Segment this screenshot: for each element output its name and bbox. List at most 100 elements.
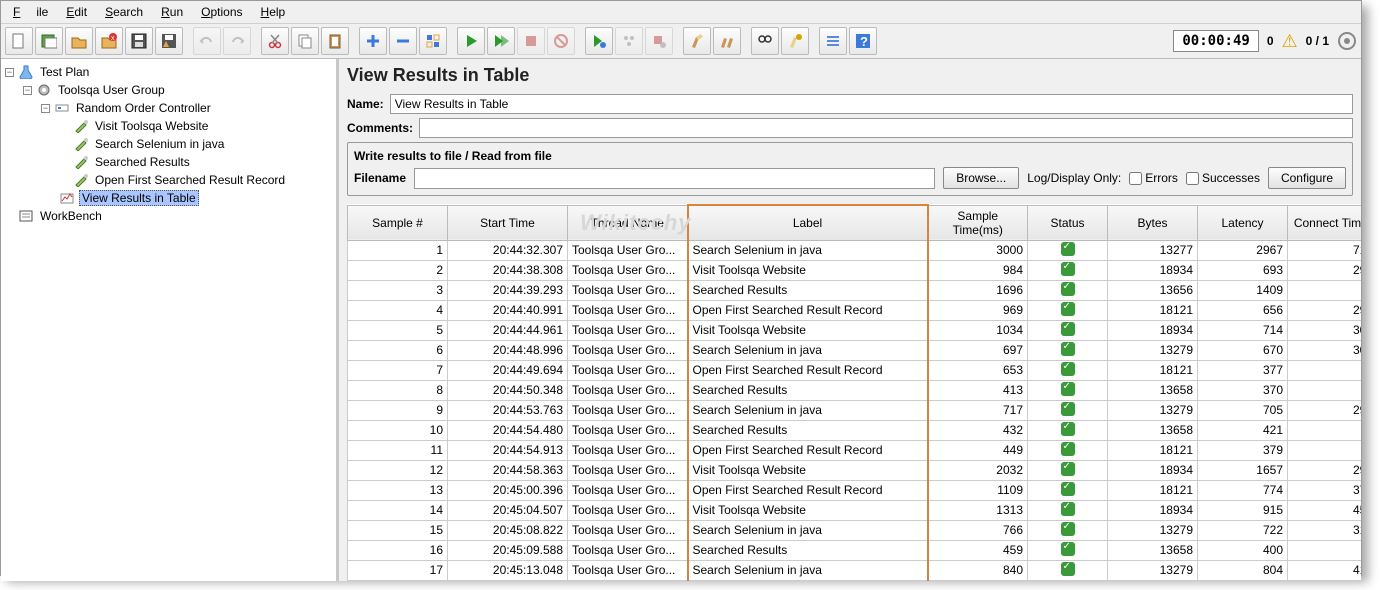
results-table[interactable]: Sample #Start TimeThread NameLabelSample… xyxy=(347,204,1361,581)
remote-stop-icon[interactable] xyxy=(645,27,673,55)
table-cell: Searched Results xyxy=(688,580,928,581)
table-row[interactable]: 520:44:44.961Toolsqa User Gro...Visit To… xyxy=(348,320,1362,340)
table-row[interactable]: 1820:45:13.889Toolsqa User Gro...Searche… xyxy=(348,580,1362,581)
column-header[interactable]: Sample # xyxy=(348,205,448,240)
stop-icon[interactable] xyxy=(517,27,545,55)
clear-icon[interactable] xyxy=(683,27,711,55)
table-row[interactable]: 1220:44:58.363Toolsqa User Gro...Visit T… xyxy=(348,460,1362,480)
table-cell: 13279 xyxy=(1108,400,1198,420)
expand-icon[interactable] xyxy=(359,27,387,55)
table-cell: 13279 xyxy=(1108,520,1198,540)
tree-controller[interactable]: − Random Order Controller xyxy=(3,99,334,117)
status-success-icon xyxy=(1061,282,1075,296)
clear-all-icon[interactable] xyxy=(713,27,741,55)
reset-search-icon[interactable] xyxy=(781,27,809,55)
start-icon[interactable] xyxy=(457,27,485,55)
collapse-icon[interactable] xyxy=(389,27,417,55)
table-cell xyxy=(1028,340,1108,360)
menu-run[interactable]: Run xyxy=(153,3,191,21)
table-row[interactable]: 820:44:50.348Toolsqa User Gro...Searched… xyxy=(348,380,1362,400)
new-icon[interactable] xyxy=(5,27,33,55)
column-header[interactable]: Sample Time(ms) xyxy=(928,205,1028,240)
menu-search[interactable]: Search xyxy=(97,3,151,21)
table-row[interactable]: 1420:45:04.507Toolsqa User Gro...Visit T… xyxy=(348,500,1362,520)
table-cell: 452 xyxy=(1288,500,1362,520)
column-header[interactable]: Bytes xyxy=(1108,205,1198,240)
redo-icon[interactable] xyxy=(223,27,251,55)
tree-test-plan[interactable]: − Test Plan xyxy=(3,63,334,81)
shutdown-icon[interactable] xyxy=(547,27,575,55)
copy-icon[interactable] xyxy=(291,27,319,55)
table-cell: 13658 xyxy=(1108,420,1198,440)
table-row[interactable]: 220:44:38.308Toolsqa User Gro...Visit To… xyxy=(348,260,1362,280)
table-cell: Open First Searched Result Record xyxy=(688,360,928,380)
configure-button[interactable]: Configure xyxy=(1268,167,1346,189)
menu-file[interactable]: File xyxy=(5,3,56,21)
tree-workbench[interactable]: WorkBench xyxy=(3,207,334,225)
templates-icon[interactable] xyxy=(35,27,63,55)
table-row[interactable]: 720:44:49.694Toolsqa User Gro...Open Fir… xyxy=(348,360,1362,380)
table-cell: Toolsqa User Gro... xyxy=(568,540,688,560)
search-tb-icon[interactable] xyxy=(751,27,779,55)
remote-start-all-icon[interactable] xyxy=(615,27,643,55)
table-row[interactable]: 1720:45:13.048Toolsqa User Gro...Search … xyxy=(348,560,1362,580)
successes-checkbox[interactable]: Successes xyxy=(1186,171,1260,185)
open-icon[interactable] xyxy=(65,27,93,55)
name-input[interactable] xyxy=(390,94,1353,114)
tree-listener-selected[interactable]: View Results in Table xyxy=(3,189,334,207)
help-icon[interactable]: ? xyxy=(849,27,877,55)
browse-button[interactable]: Browse... xyxy=(943,167,1019,189)
tree-sampler[interactable]: Search Selenium in java xyxy=(3,135,334,153)
errors-checkbox[interactable]: Errors xyxy=(1129,171,1178,185)
table-row[interactable]: 1520:45:08.822Toolsqa User Gro...Search … xyxy=(348,520,1362,540)
column-header[interactable]: Latency xyxy=(1198,205,1288,240)
table-cell xyxy=(1028,520,1108,540)
toggle-icon[interactable] xyxy=(419,27,447,55)
table-row[interactable]: 420:44:40.991Toolsqa User Gro...Open Fir… xyxy=(348,300,1362,320)
table-row[interactable]: 120:44:32.307Toolsqa User Gro...Search S… xyxy=(348,240,1362,260)
warning-icon[interactable]: ⚠ xyxy=(1282,31,1298,52)
table-cell: 0 xyxy=(1288,280,1362,300)
table-cell: 294 xyxy=(1288,460,1362,480)
table-cell: 13656 xyxy=(1108,280,1198,300)
table-cell: 1657 xyxy=(1198,460,1288,480)
checkbox-label: Successes xyxy=(1202,171,1260,185)
column-header[interactable]: Start Time xyxy=(448,205,568,240)
table-cell: 0 xyxy=(1288,380,1362,400)
tree-sampler[interactable]: Visit Toolsqa Website xyxy=(3,117,334,135)
cut-icon[interactable] xyxy=(261,27,289,55)
name-label: Name: xyxy=(347,97,384,111)
table-cell: 984 xyxy=(928,260,1028,280)
table-row[interactable]: 1120:44:54.913Toolsqa User Gro...Open Fi… xyxy=(348,440,1362,460)
column-header[interactable]: Thread Name xyxy=(568,205,688,240)
save-as-icon[interactable] xyxy=(155,27,183,55)
table-row[interactable]: 920:44:53.763Toolsqa User Gro...Search S… xyxy=(348,400,1362,420)
comments-input[interactable] xyxy=(419,118,1353,138)
test-tree[interactable]: − Test Plan − Toolsqa User Group − Rando… xyxy=(1,59,339,581)
tree-sampler[interactable]: Open First Searched Result Record xyxy=(3,171,334,189)
menu-options[interactable]: Options xyxy=(193,3,250,21)
table-row[interactable]: 320:44:39.293Toolsqa User Gro...Searched… xyxy=(348,280,1362,300)
start-remote-icon[interactable] xyxy=(585,27,613,55)
column-header[interactable]: Connect Tim... xyxy=(1288,205,1362,240)
paste-icon[interactable] xyxy=(321,27,349,55)
table-row[interactable]: 1620:45:09.588Toolsqa User Gro...Searche… xyxy=(348,540,1362,560)
menu-edit[interactable]: Edit xyxy=(58,3,95,21)
save-icon[interactable] xyxy=(125,27,153,55)
table-row[interactable]: 1320:45:00.396Toolsqa User Gro...Open Fi… xyxy=(348,480,1362,500)
filename-input[interactable] xyxy=(414,168,935,189)
tree-label: Open First Searched Result Record xyxy=(93,173,287,187)
tree-thread-group[interactable]: − Toolsqa User Group xyxy=(3,81,334,99)
column-header[interactable]: Label xyxy=(688,205,928,240)
tree-sampler[interactable]: Searched Results xyxy=(3,153,334,171)
table-row[interactable]: 620:44:48.996Toolsqa User Gro...Search S… xyxy=(348,340,1362,360)
close-icon[interactable]: x xyxy=(95,27,123,55)
column-header[interactable]: Status xyxy=(1028,205,1108,240)
table-row[interactable]: 1020:44:54.480Toolsqa User Gro...Searche… xyxy=(348,420,1362,440)
table-cell: 305 xyxy=(1288,320,1362,340)
start-no-pause-icon[interactable] xyxy=(487,27,515,55)
table-cell: 20:44:44.961 xyxy=(448,320,568,340)
menu-help[interactable]: Help xyxy=(253,3,294,21)
undo-icon[interactable] xyxy=(193,27,221,55)
function-helper-icon[interactable] xyxy=(819,27,847,55)
